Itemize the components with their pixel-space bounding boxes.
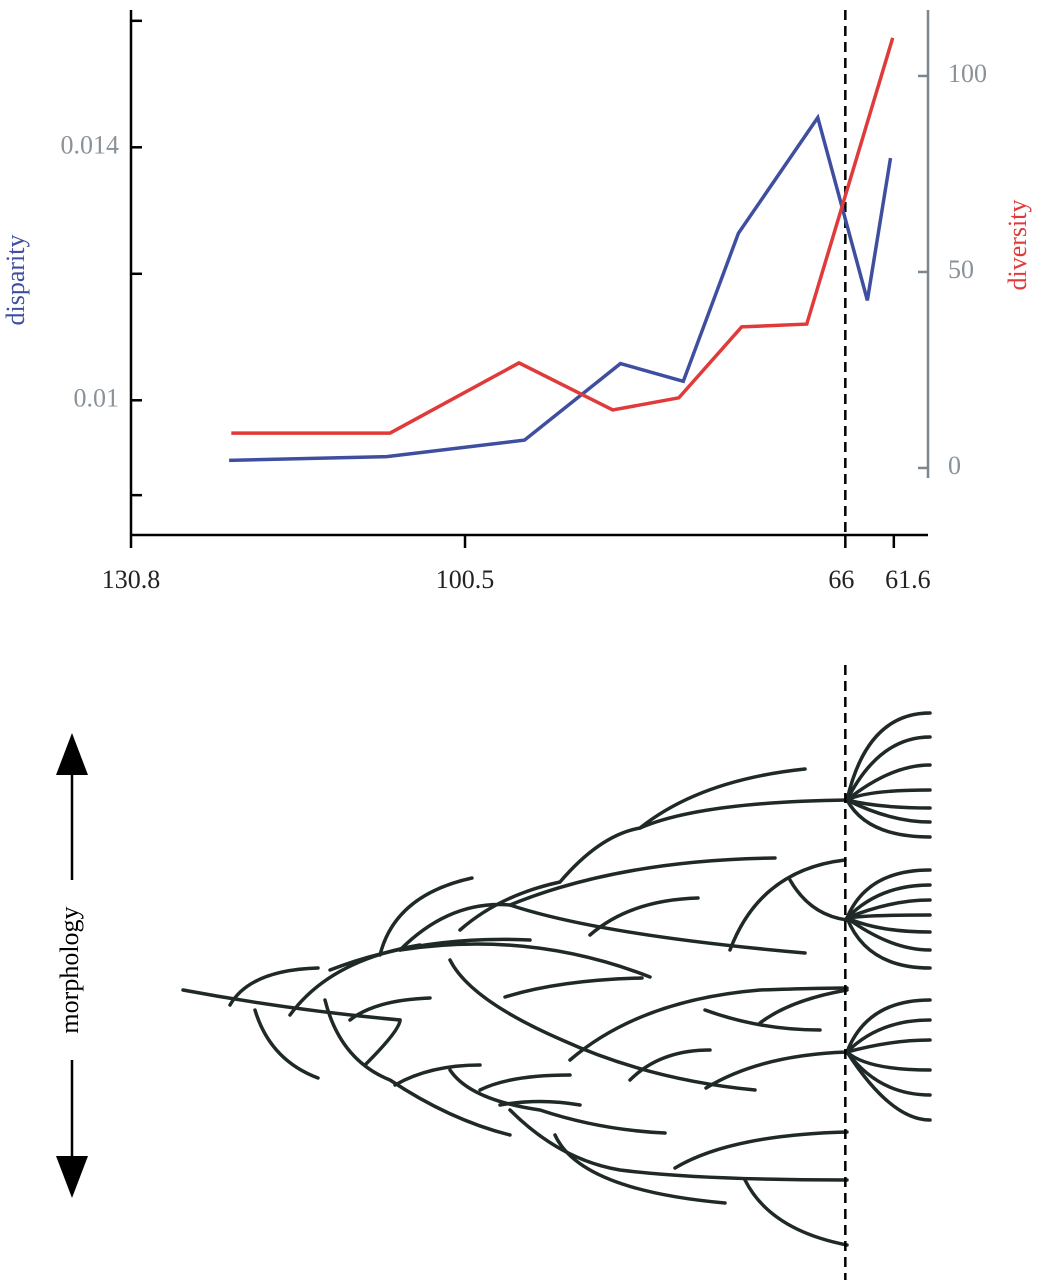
series-line	[229, 113, 893, 463]
branch	[845, 998, 932, 1054]
branch	[845, 763, 932, 802]
y2-axis-label: diversity	[1003, 200, 1032, 291]
y-tick-label: 0.01	[74, 383, 120, 412]
y-axis-label: disparity	[1, 235, 30, 326]
branch	[845, 735, 932, 802]
branch	[845, 868, 932, 920]
branch	[845, 711, 932, 802]
x-tick-label: 66	[828, 565, 854, 594]
x-tick-label: 130.8	[102, 565, 161, 594]
phylogeny-tree	[181, 711, 932, 1247]
branch	[845, 916, 932, 952]
series-line	[231, 37, 895, 435]
label-background	[58, 880, 86, 1060]
branch	[845, 1038, 932, 1054]
branch	[845, 898, 932, 920]
branch	[845, 798, 932, 839]
x-tick-label: 61.6	[885, 565, 931, 594]
arrow-head	[56, 733, 88, 775]
branch	[845, 1050, 932, 1122]
arrow-head	[56, 1156, 88, 1198]
x-tick-label: 100.5	[436, 565, 495, 594]
branch	[845, 1018, 932, 1054]
branch	[845, 798, 932, 824]
branch	[845, 883, 932, 920]
y2-tick-label: 100	[948, 59, 987, 88]
branch	[845, 788, 932, 802]
morphology-label: morphology	[55, 906, 84, 1033]
branch	[845, 913, 932, 920]
y-tick-label: 0.014	[61, 130, 120, 159]
branch	[845, 916, 932, 970]
y2-tick-label: 0	[948, 451, 961, 480]
y2-tick-label: 50	[948, 255, 974, 284]
